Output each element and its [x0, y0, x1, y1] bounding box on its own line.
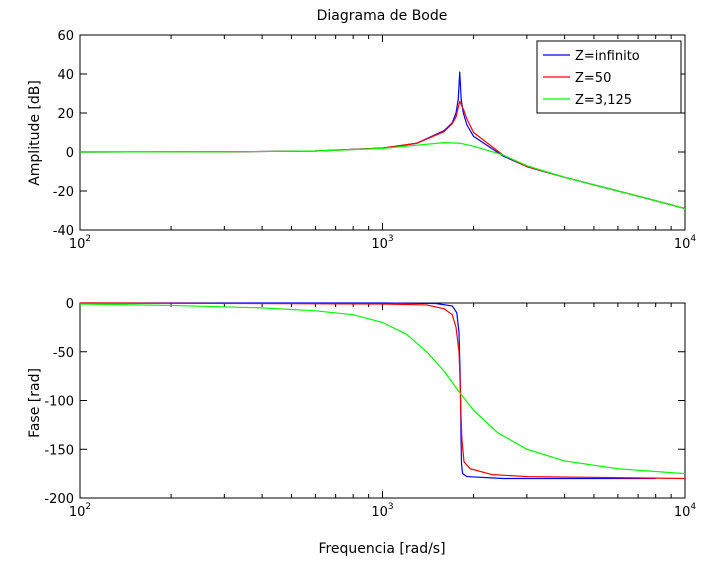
phase-y-label: Fase [rad] [27, 368, 43, 438]
y-tick-label: 0 [66, 146, 74, 161]
amplitude-y-label: Amplitude [dB] [27, 80, 43, 186]
y-tick-label: 20 [57, 107, 74, 122]
legend-label: Z=50 [575, 71, 611, 86]
y-tick-label: -50 [53, 346, 74, 361]
chart-title: Diagrama de Bode [317, 8, 448, 24]
y-tick-label: 40 [57, 68, 74, 83]
phase-plot: 102 103 104 -200 -150 -100 -50 0 [44, 297, 696, 520]
series-line-z-3-125 [79, 303, 686, 475]
x-tick-label: 102 [69, 234, 91, 252]
legend: Z=infinito Z=50 Z=3,125 [536, 40, 682, 114]
y-tick-label: -200 [44, 492, 74, 507]
y-tick-label: 60 [57, 29, 74, 44]
frequency-x-label: Frequencia [rad/s] [318, 541, 445, 557]
phase-axes-box [79, 302, 686, 499]
series-line-z-50 [79, 302, 686, 480]
x-tick-label: 104 [674, 502, 697, 520]
y-tick-label: -150 [44, 443, 74, 458]
x-tick-label: 103 [371, 502, 393, 520]
series-line-z-3-125 [79, 142, 686, 210]
y-tick-label: 0 [66, 297, 74, 312]
x-tick-label: 103 [371, 234, 393, 252]
legend-label: Z=3,125 [575, 93, 632, 108]
x-tick-label: 104 [674, 234, 697, 252]
legend-label: Z=infinito [575, 49, 640, 64]
y-tick-label: -20 [53, 185, 74, 200]
y-tick-label: -40 [53, 224, 74, 239]
y-tick-label: -100 [44, 395, 74, 410]
x-tick-label: 102 [69, 502, 91, 520]
